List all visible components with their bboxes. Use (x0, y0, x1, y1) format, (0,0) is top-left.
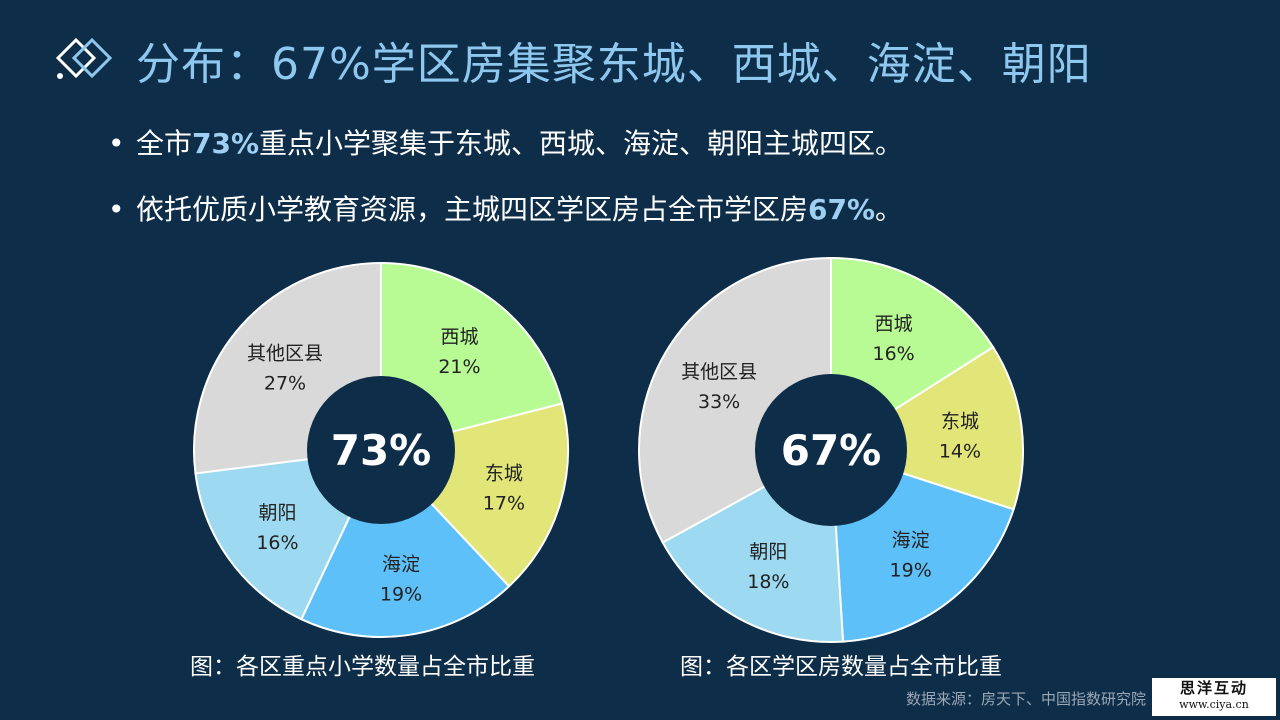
slice-value-label: 19% (380, 583, 422, 605)
page-title: 分布：67%学区房集聚东城、西城、海淀、朝阳 (136, 39, 1092, 90)
slice-name-label: 海淀 (892, 530, 930, 552)
slice-name-label: 东城 (941, 411, 979, 433)
bullet-text-pre: 依托优质小学教育资源，主城四区学区房占全市学区房 (136, 193, 809, 226)
slice-name-label: 海淀 (382, 553, 420, 575)
slice-value-label: 21% (438, 356, 480, 378)
slice-name-label: 其他区县 (247, 342, 323, 364)
pie-slice-东城 (828, 345, 1024, 511)
bullet-highlight: 73% (192, 127, 260, 160)
bullet-text-post: 重点小学聚集于东城、西城、海淀、朝阳主城四区。 (259, 127, 904, 160)
donut-hole (307, 376, 455, 524)
slice-value-label: 19% (890, 560, 932, 582)
slice-value-label: 27% (264, 372, 306, 394)
bullet-text-pre: 全市 (136, 127, 193, 160)
data-source-note: 数据来源：房天下、中国指数研究院 (906, 690, 1147, 708)
slice-name-label: 西城 (875, 313, 913, 335)
bullet-dot: • (108, 127, 125, 160)
chart-caption-left: 图：各区重点小学数量占全市比重 (190, 654, 535, 680)
bullet-item: • 依托优质小学教育资源，主城四区学区房占全市学区房67%。 (108, 188, 903, 228)
watermark-url: www.ciya.cn (1179, 698, 1249, 711)
slice-value-label: 14% (939, 441, 981, 463)
slice-value-label: 16% (256, 532, 298, 554)
slice-name-label: 朝阳 (749, 541, 787, 563)
logo-icon (55, 37, 113, 79)
slice-value-label: 17% (483, 493, 525, 515)
bullet-dot: • (108, 193, 125, 226)
bullet-text-post: 。 (875, 193, 904, 226)
bullet-highlight: 67% (808, 193, 876, 226)
slice-name-label: 西城 (440, 326, 478, 348)
slice-name-label: 朝阳 (258, 502, 296, 524)
slice-value-label: 33% (698, 391, 740, 413)
slice-name-label: 其他区县 (681, 361, 757, 383)
slice-name-label: 东城 (485, 463, 523, 485)
watermark: 思洋互动 www.ciya.cn (1152, 678, 1276, 716)
donut-hole (755, 374, 907, 526)
slice-value-label: 18% (747, 571, 789, 593)
watermark-brand: 思洋互动 (1179, 679, 1248, 697)
slice-value-label: 16% (873, 343, 915, 365)
donut-center-label: 67% (781, 426, 882, 475)
chart-caption-right: 图：各区学区房数量占全市比重 (680, 654, 1002, 680)
pie-slice-海淀 (300, 448, 511, 638)
bullet-item: • 全市73%重点小学聚集于东城、西城、海淀、朝阳主城四区。 (108, 122, 903, 162)
donut-center-label: 73% (331, 426, 432, 475)
